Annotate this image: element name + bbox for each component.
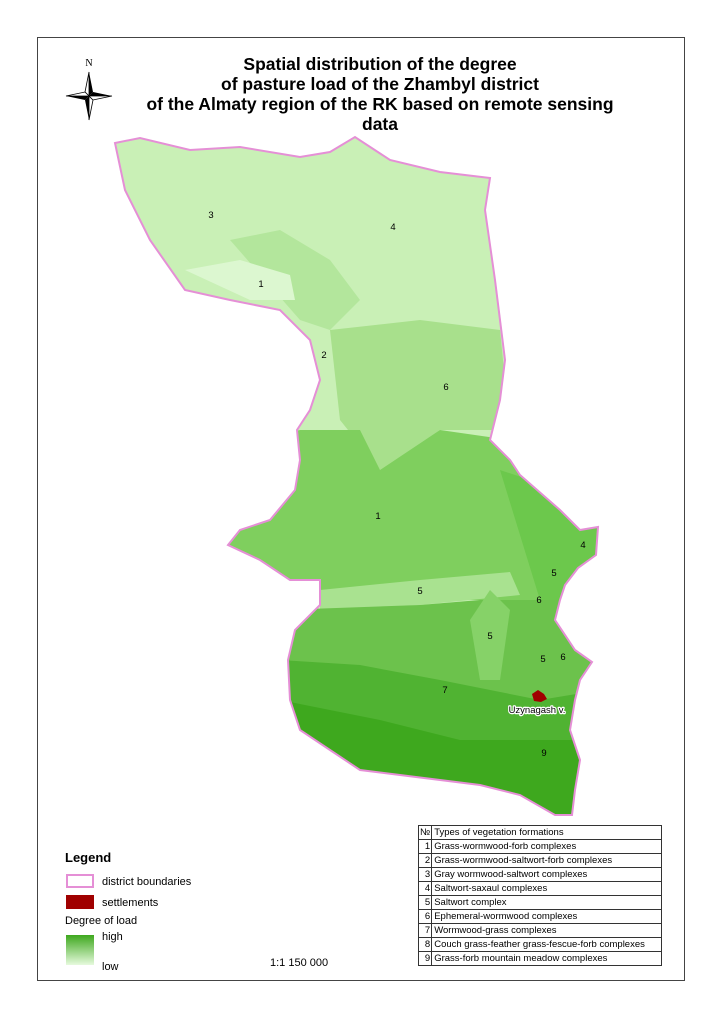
zone-label: 5 xyxy=(487,631,492,642)
degree-gradient xyxy=(66,935,94,965)
zone-label: 5 xyxy=(540,654,545,665)
settlement-label: Uzynagash v. xyxy=(509,705,566,716)
legend-title: Legend xyxy=(65,850,112,865)
zone-label: 1 xyxy=(375,511,380,522)
row-type: Grass-wormwood-forb complexes xyxy=(431,839,662,854)
legend-degree-title: Degree of load xyxy=(65,915,138,927)
row-type: Couch grass-feather grass-fescue-forb co… xyxy=(431,937,662,952)
zone-2 xyxy=(230,230,360,330)
zone-label: 1 xyxy=(258,279,263,290)
row-type: Grass-wormwood-saltwort-forb complexes xyxy=(431,853,662,868)
row-number: 1 xyxy=(417,839,433,854)
row-type: Ephemeral-wormwood complexes xyxy=(431,909,662,924)
map-title: Spatial distribution of the degree of pa… xyxy=(130,54,630,134)
zone-label: 5 xyxy=(417,586,422,597)
title-line: of pasture load of the Zhambyl district xyxy=(221,74,539,94)
zone-label: 5 xyxy=(551,568,556,579)
zone-label: 6 xyxy=(536,595,541,606)
map-frame xyxy=(37,37,685,981)
table-row: 1 Grass-wormwood-forb complexes xyxy=(417,839,662,854)
scale-text: 1:1 150 000 xyxy=(270,957,329,969)
row-type: Saltwort complex xyxy=(431,895,662,910)
row-number: 5 xyxy=(417,895,433,910)
settlement-marker xyxy=(532,690,547,702)
zone-label: 7 xyxy=(442,685,447,696)
zone-label: 6 xyxy=(560,652,565,663)
row-number: 6 xyxy=(417,909,433,924)
zone-5-strip xyxy=(320,572,520,610)
table-row: 2 Grass-wormwood-saltwort-forb complexes xyxy=(417,853,662,868)
row-type: Gray wormwood-saltwort complexes xyxy=(431,867,662,882)
legend-high: high xyxy=(102,931,123,943)
row-type: Grass-forb mountain meadow complexes xyxy=(431,951,662,966)
zone-6 xyxy=(330,320,510,470)
zone-label: 9 xyxy=(541,748,546,759)
table-row: 5 Saltwort complex xyxy=(417,895,662,910)
zone-label: 2 xyxy=(321,350,326,361)
row-number: 3 xyxy=(417,867,433,882)
legend-low: low xyxy=(102,961,119,973)
boundary-swatch xyxy=(66,874,94,888)
zone-label: 4 xyxy=(580,540,585,551)
zone-label: 6 xyxy=(443,382,448,393)
legend-boundaries: district boundaries xyxy=(102,876,192,888)
north-label: N xyxy=(85,58,92,69)
table-row: 4 Saltwort-saxaul complexes xyxy=(417,881,662,896)
table-row: 3 Gray wormwood-saltwort complexes xyxy=(417,867,662,882)
zone-label: 4 xyxy=(390,222,395,233)
row-number: 9 xyxy=(417,951,433,966)
zone-5-inner xyxy=(470,590,510,680)
north-arrow-icon: N xyxy=(65,58,113,121)
legend-settlements: settlements xyxy=(102,897,159,909)
row-number: 7 xyxy=(417,923,433,938)
zone-1-north xyxy=(185,260,295,300)
table-row: 7 Wormwood-grass complexes xyxy=(417,923,662,938)
row-type: Saltwort-saxaul complexes xyxy=(431,881,662,896)
row-type: Wormwood-grass complexes xyxy=(431,923,662,938)
zone-label: 3 xyxy=(208,210,213,221)
row-number: 2 xyxy=(417,853,433,868)
table-row: 6 Ephemeral-wormwood complexes xyxy=(417,909,662,924)
title-line: Spatial distribution of the degree xyxy=(243,54,517,74)
table-row: 9 Grass-forb mountain meadow complexes xyxy=(417,951,662,966)
row-number: 4 xyxy=(417,881,433,896)
vegetation-table: № Types of vegetation formations 1 Grass-w… xyxy=(417,825,662,966)
header-type: Types of vegetation formations xyxy=(431,825,662,840)
table-header: № Types of vegetation formations xyxy=(417,825,662,840)
table-row: 8 Couch grass-feather grass-fescue-forb c… xyxy=(417,937,662,952)
row-number: 8 xyxy=(417,937,433,952)
header-no: № xyxy=(417,825,433,840)
settlement-swatch xyxy=(66,895,94,909)
title-line: of the Almaty region of the RK based on … xyxy=(146,94,614,134)
